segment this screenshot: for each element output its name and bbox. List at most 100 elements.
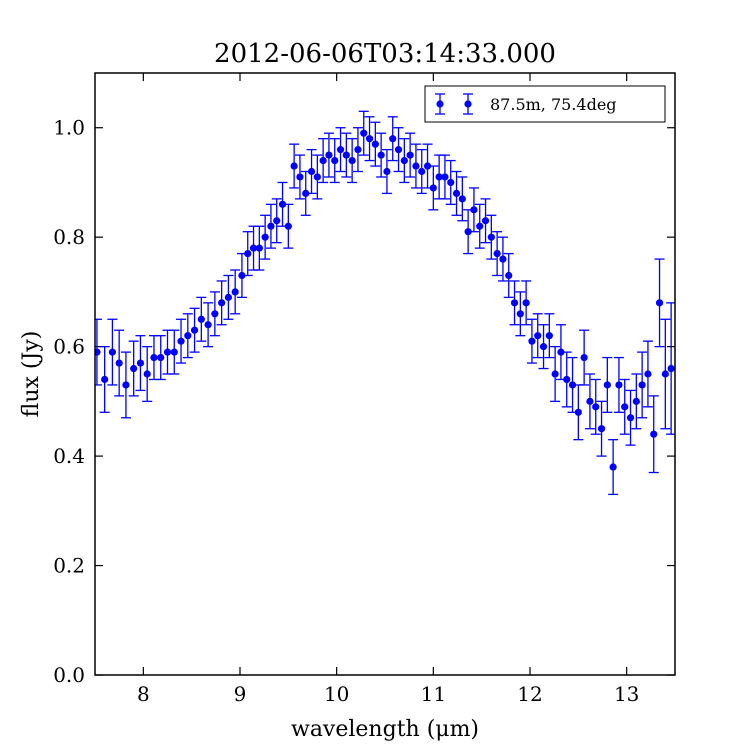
data-marker (204, 321, 212, 329)
data-point (573, 384, 584, 441)
data-point (416, 148, 427, 195)
data-marker (655, 299, 664, 307)
data-marker (563, 375, 571, 384)
data-point (474, 203, 485, 249)
data-point (457, 176, 468, 222)
data-marker (211, 310, 219, 318)
data-marker (354, 146, 362, 154)
data-point (364, 116, 375, 162)
data-point (347, 138, 358, 184)
data-marker (307, 167, 316, 176)
data-point (289, 143, 300, 189)
data-marker (177, 337, 185, 345)
legend: 87.5m, 75.4deg (424, 85, 666, 123)
data-marker (224, 293, 232, 301)
data-point (169, 329, 180, 375)
data-marker (481, 217, 490, 225)
data-point (521, 280, 532, 326)
data-marker (626, 414, 635, 422)
data-point (439, 154, 450, 200)
data-marker (510, 299, 519, 307)
data-marker (255, 244, 263, 252)
data-point (335, 127, 346, 173)
data-point (189, 307, 200, 353)
x-axis-label: wavelength (μm) (291, 717, 479, 742)
axis-ticks: 8 9 10 11 12 13 0.0 0.2 0.4 0.6 0.8 1.0 (53, 73, 675, 706)
data-marker (115, 359, 123, 367)
data-point (451, 170, 462, 216)
data-marker (273, 217, 281, 225)
legend-label: 87.5m, 75.4deg (490, 95, 617, 114)
data-point (654, 258, 665, 348)
data-point (216, 280, 227, 326)
data-point (306, 148, 317, 195)
data-point (480, 198, 491, 244)
data-marker (568, 381, 577, 389)
data-point (526, 318, 537, 364)
data-point (277, 181, 288, 227)
data-marker (586, 397, 594, 405)
data-point (196, 296, 207, 342)
data-point (230, 269, 241, 315)
data-point (223, 274, 234, 320)
data-point (625, 389, 636, 446)
y-axis-label: flux (Jy) (19, 331, 44, 418)
x-tick-label: 9 (234, 682, 247, 706)
data-marker (650, 430, 658, 438)
data-marker (296, 173, 304, 181)
data-marker (284, 222, 292, 230)
data-point (242, 231, 253, 277)
data-marker (632, 397, 640, 405)
data-marker (435, 173, 443, 181)
data-marker (621, 403, 629, 411)
data-point (203, 302, 214, 348)
chart-title: 2012-06-06T03:14:33.000 (214, 39, 556, 69)
data-point (209, 291, 220, 337)
plot-frame (94, 72, 676, 676)
data-marker (447, 178, 455, 187)
data-marker (609, 463, 617, 471)
data-marker (534, 332, 542, 340)
data-marker (400, 156, 408, 165)
data-marker (319, 156, 327, 165)
x-tick-label: 13 (614, 682, 639, 706)
data-point (660, 318, 671, 430)
data-point (271, 198, 282, 244)
data-marker (516, 310, 524, 318)
data-point (393, 127, 404, 173)
data-marker (615, 381, 623, 389)
data-marker (406, 151, 414, 159)
data-marker (197, 315, 205, 323)
data-point (318, 138, 329, 184)
x-tick-label: 12 (517, 682, 542, 706)
data-point (428, 165, 439, 211)
data-marker (458, 195, 466, 203)
data-marker (394, 146, 403, 154)
data-marker (487, 233, 495, 241)
data-point (532, 313, 543, 359)
data-point (312, 154, 323, 200)
data-marker (545, 332, 553, 340)
data-marker (661, 370, 669, 378)
data-marker (170, 348, 178, 356)
data-marker (452, 189, 461, 197)
data-point (445, 159, 456, 205)
data-point (358, 110, 369, 156)
data-marker (302, 189, 310, 197)
x-tick-label: 11 (421, 682, 446, 706)
data-marker (342, 151, 350, 159)
data-point (608, 439, 619, 496)
data-point (596, 400, 607, 457)
y-tick-label: 1.0 (53, 116, 85, 140)
data-marker (580, 353, 588, 362)
data-marker (499, 255, 507, 263)
data-marker (278, 200, 287, 208)
data-marker (261, 233, 269, 241)
data-marker (101, 375, 109, 384)
data-marker (667, 364, 675, 373)
data-point (544, 313, 555, 359)
data-marker (476, 222, 484, 230)
data-point (142, 345, 153, 403)
data-point (294, 154, 305, 200)
data-marker (528, 337, 536, 345)
